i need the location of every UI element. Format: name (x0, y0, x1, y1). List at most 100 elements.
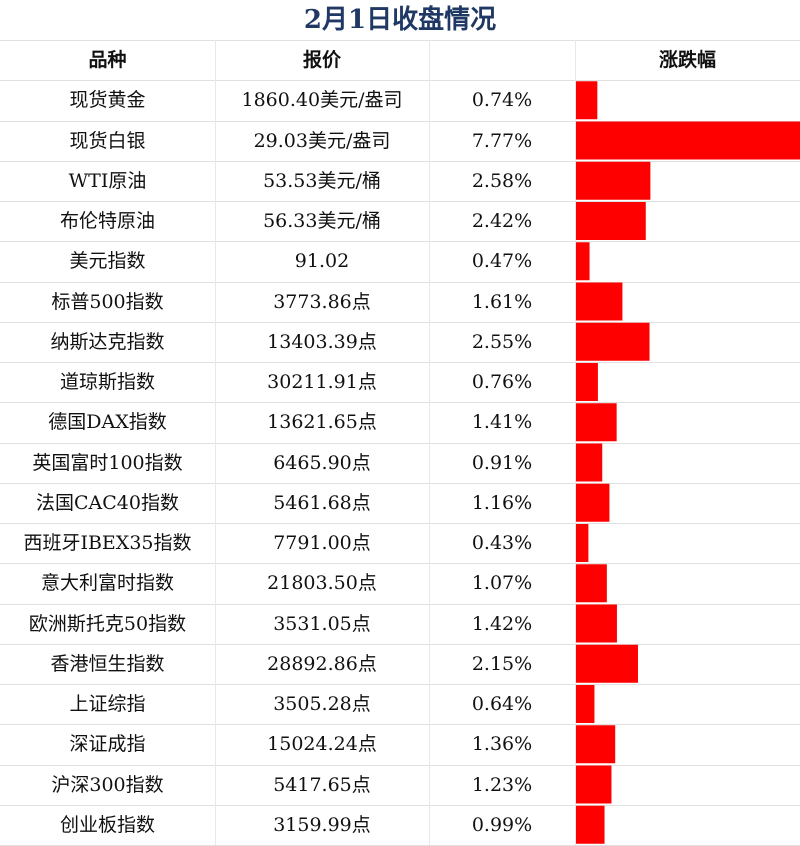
row-name: 欧洲斯托克50指数 (28, 612, 187, 635)
row-divider (0, 40, 800, 41)
change-bar (576, 644, 638, 683)
row-change: 0.74% (471, 89, 533, 112)
row-change: 1.36% (471, 733, 533, 756)
change-bar (576, 363, 598, 401)
row-price: 13403.39点 (267, 330, 377, 353)
row-name: 意大利富时指数 (40, 572, 174, 595)
row-divider (0, 482, 800, 484)
change-bar (576, 242, 590, 281)
row-divider (0, 402, 800, 404)
row-divider (0, 321, 800, 323)
row-divider (0, 362, 800, 363)
row-name: 布伦特原油 (59, 210, 155, 232)
row-name: 法国CAC40指数 (36, 491, 179, 514)
header-change: 涨跌幅 (658, 49, 716, 71)
row-name: 香港恒生指数 (50, 652, 165, 675)
row-name: 深证成指 (69, 733, 146, 756)
change-bar (576, 121, 800, 160)
row-divider (0, 523, 800, 524)
row-price: 56.33美元/桶 (263, 210, 381, 232)
change-bar (576, 483, 610, 522)
row-name: 纳斯达克指数 (50, 330, 165, 353)
row-divider (0, 80, 800, 82)
change-bar (576, 725, 616, 764)
row-divider (0, 281, 800, 283)
row-name: 英国富时100指数 (32, 451, 183, 474)
row-name: 上证综指 (69, 693, 146, 715)
row-change: 1.41% (471, 411, 533, 434)
row-name: 现货黄金 (69, 89, 146, 112)
change-bar (576, 322, 650, 361)
change-bar (576, 443, 603, 482)
row-price: 5417.65点 (273, 773, 371, 796)
row-divider (0, 643, 800, 645)
row-price: 3773.86点 (273, 290, 371, 313)
row-price: 13621.65点 (267, 411, 377, 434)
header-name: 品种 (88, 49, 127, 71)
row-price: 53.53美元/桶 (263, 169, 381, 192)
row-change: 2.42% (471, 210, 533, 232)
row-name: 道琼斯指数 (59, 371, 155, 393)
row-change: 7.77% (471, 129, 533, 152)
row-name: 创业板指数 (59, 813, 155, 836)
row-price: 3159.99点 (273, 813, 371, 836)
row-change: 0.43% (471, 532, 533, 554)
row-name: 现货白银 (69, 129, 146, 152)
row-divider (0, 160, 800, 162)
row-name: 西班牙IBEX35指数 (23, 532, 192, 554)
change-bar (576, 604, 617, 643)
row-price: 5461.68点 (273, 491, 371, 514)
row-price: 91.02 (294, 250, 350, 273)
row-change: 1.42% (471, 612, 533, 635)
row-change: 1.61% (471, 290, 533, 313)
row-divider (0, 804, 800, 806)
column-divider (575, 40, 576, 845)
row-price: 21803.50点 (267, 572, 377, 595)
change-bar (576, 524, 589, 562)
row-name: 标普500指数 (51, 290, 164, 313)
row-change: 2.15% (471, 652, 533, 675)
row-divider (0, 563, 800, 565)
change-bar (576, 81, 598, 120)
row-divider (0, 442, 800, 444)
row-change: 1.07% (471, 572, 533, 595)
row-change: 0.91% (471, 451, 533, 474)
row-name: 德国DAX指数 (48, 411, 167, 434)
row-change: 2.58% (471, 169, 533, 192)
row-name: 美元指数 (69, 250, 146, 273)
row-price: 3531.05点 (273, 612, 371, 635)
row-name: WTI原油 (68, 169, 147, 192)
row-price: 15024.24点 (267, 733, 377, 756)
change-bar (576, 805, 605, 844)
change-bar (576, 403, 617, 442)
change-bar (576, 564, 607, 603)
change-bar (576, 282, 623, 321)
row-change: 2.55% (471, 330, 533, 353)
row-change: 0.76% (471, 371, 533, 393)
row-price: 1860.40美元/盎司 (241, 89, 403, 112)
change-bar (576, 161, 651, 200)
row-name: 沪深300指数 (51, 773, 164, 796)
row-divider (0, 764, 800, 766)
change-bar (576, 685, 595, 723)
row-price: 30211.91点 (267, 371, 377, 393)
page-title: 2月1日收盘情况 (303, 5, 497, 35)
column-divider (215, 40, 216, 845)
row-price: 6465.90点 (273, 451, 371, 474)
change-bar (576, 765, 612, 804)
row-change: 1.23% (471, 773, 533, 796)
row-price: 28892.86点 (267, 652, 377, 675)
row-divider (0, 120, 800, 122)
row-price: 29.03美元/盎司 (253, 129, 391, 152)
header-price: 报价 (302, 49, 341, 71)
row-divider (0, 241, 800, 243)
row-change: 1.16% (471, 491, 533, 514)
row-divider (0, 201, 800, 202)
change-bar (576, 202, 646, 240)
row-change: 0.64% (471, 693, 533, 715)
row-divider (0, 603, 800, 605)
row-price: 7791.00点 (273, 532, 371, 554)
row-change: 0.99% (471, 813, 533, 836)
row-price: 3505.28点 (273, 693, 371, 715)
row-divider (0, 724, 800, 726)
